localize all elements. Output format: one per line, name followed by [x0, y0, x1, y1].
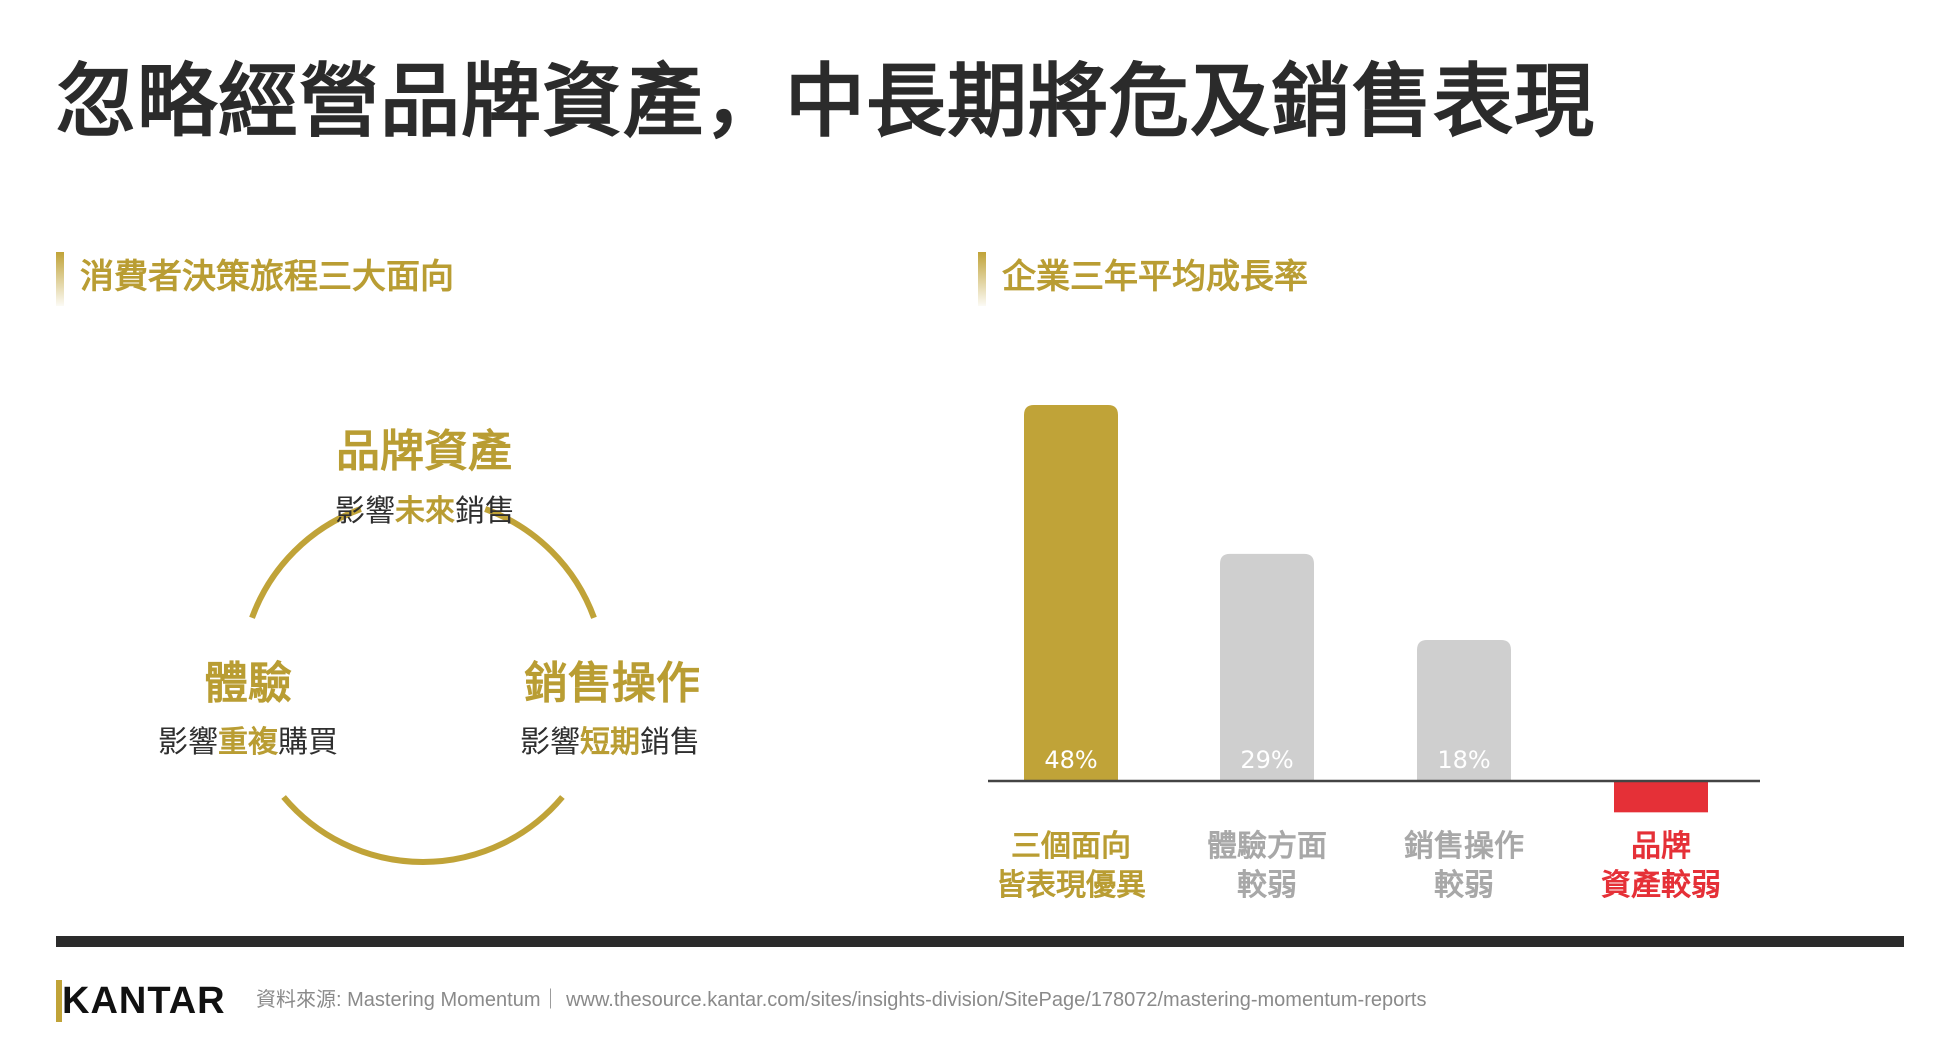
- category-label: 品牌: [1631, 829, 1691, 864]
- bar-value-label: 29%: [1240, 746, 1293, 774]
- bar: [1220, 553, 1314, 781]
- category-label: 較弱: [1434, 868, 1494, 903]
- category-label: 資產較弱: [1601, 868, 1721, 903]
- category-label: 三個面向: [1011, 829, 1131, 864]
- node-experience-title: 體驗: [204, 658, 292, 709]
- category-label: 較弱: [1237, 868, 1297, 903]
- category-label: 體驗方面: [1207, 829, 1327, 864]
- cycle-arc-right: [484, 506, 597, 619]
- bar-value-label: -4%: [1638, 746, 1685, 774]
- kantar-logo: KANTAR: [56, 980, 226, 1022]
- section-accent-bar: [56, 252, 64, 306]
- left-section-heading: 消費者決策旅程三大面向: [80, 257, 454, 297]
- node-sales-sub: 影響短期銷售: [520, 725, 700, 760]
- section-accent-bar: [978, 252, 986, 306]
- cycle-arc-left: [249, 506, 362, 619]
- bar: [1614, 781, 1708, 813]
- bar-value-label: 48%: [1044, 746, 1097, 774]
- footer-divider: [56, 936, 1904, 947]
- node-sales-title: 銷售操作: [524, 658, 700, 709]
- bar: [1417, 640, 1511, 781]
- page-title: 忽略經營品牌資產，中長期將危及銷售表現: [56, 55, 1595, 148]
- node-brand-sub: 影響未來銷售: [335, 494, 515, 529]
- cycle-arc-bottom: [281, 795, 565, 865]
- category-label: 銷售操作: [1404, 829, 1524, 864]
- node-experience-sub: 影響重複購買: [158, 725, 338, 760]
- node-brand-title: 品牌資產: [336, 426, 512, 477]
- right-section-heading: 企業三年平均成長率: [1002, 257, 1308, 297]
- bar-value-label: 18%: [1437, 746, 1490, 774]
- bar: [1024, 405, 1118, 781]
- category-label: 皆表現優異: [996, 868, 1146, 903]
- source-note: 資料來源: Mastering Momentum｜ www.thesource.…: [256, 989, 1427, 1011]
